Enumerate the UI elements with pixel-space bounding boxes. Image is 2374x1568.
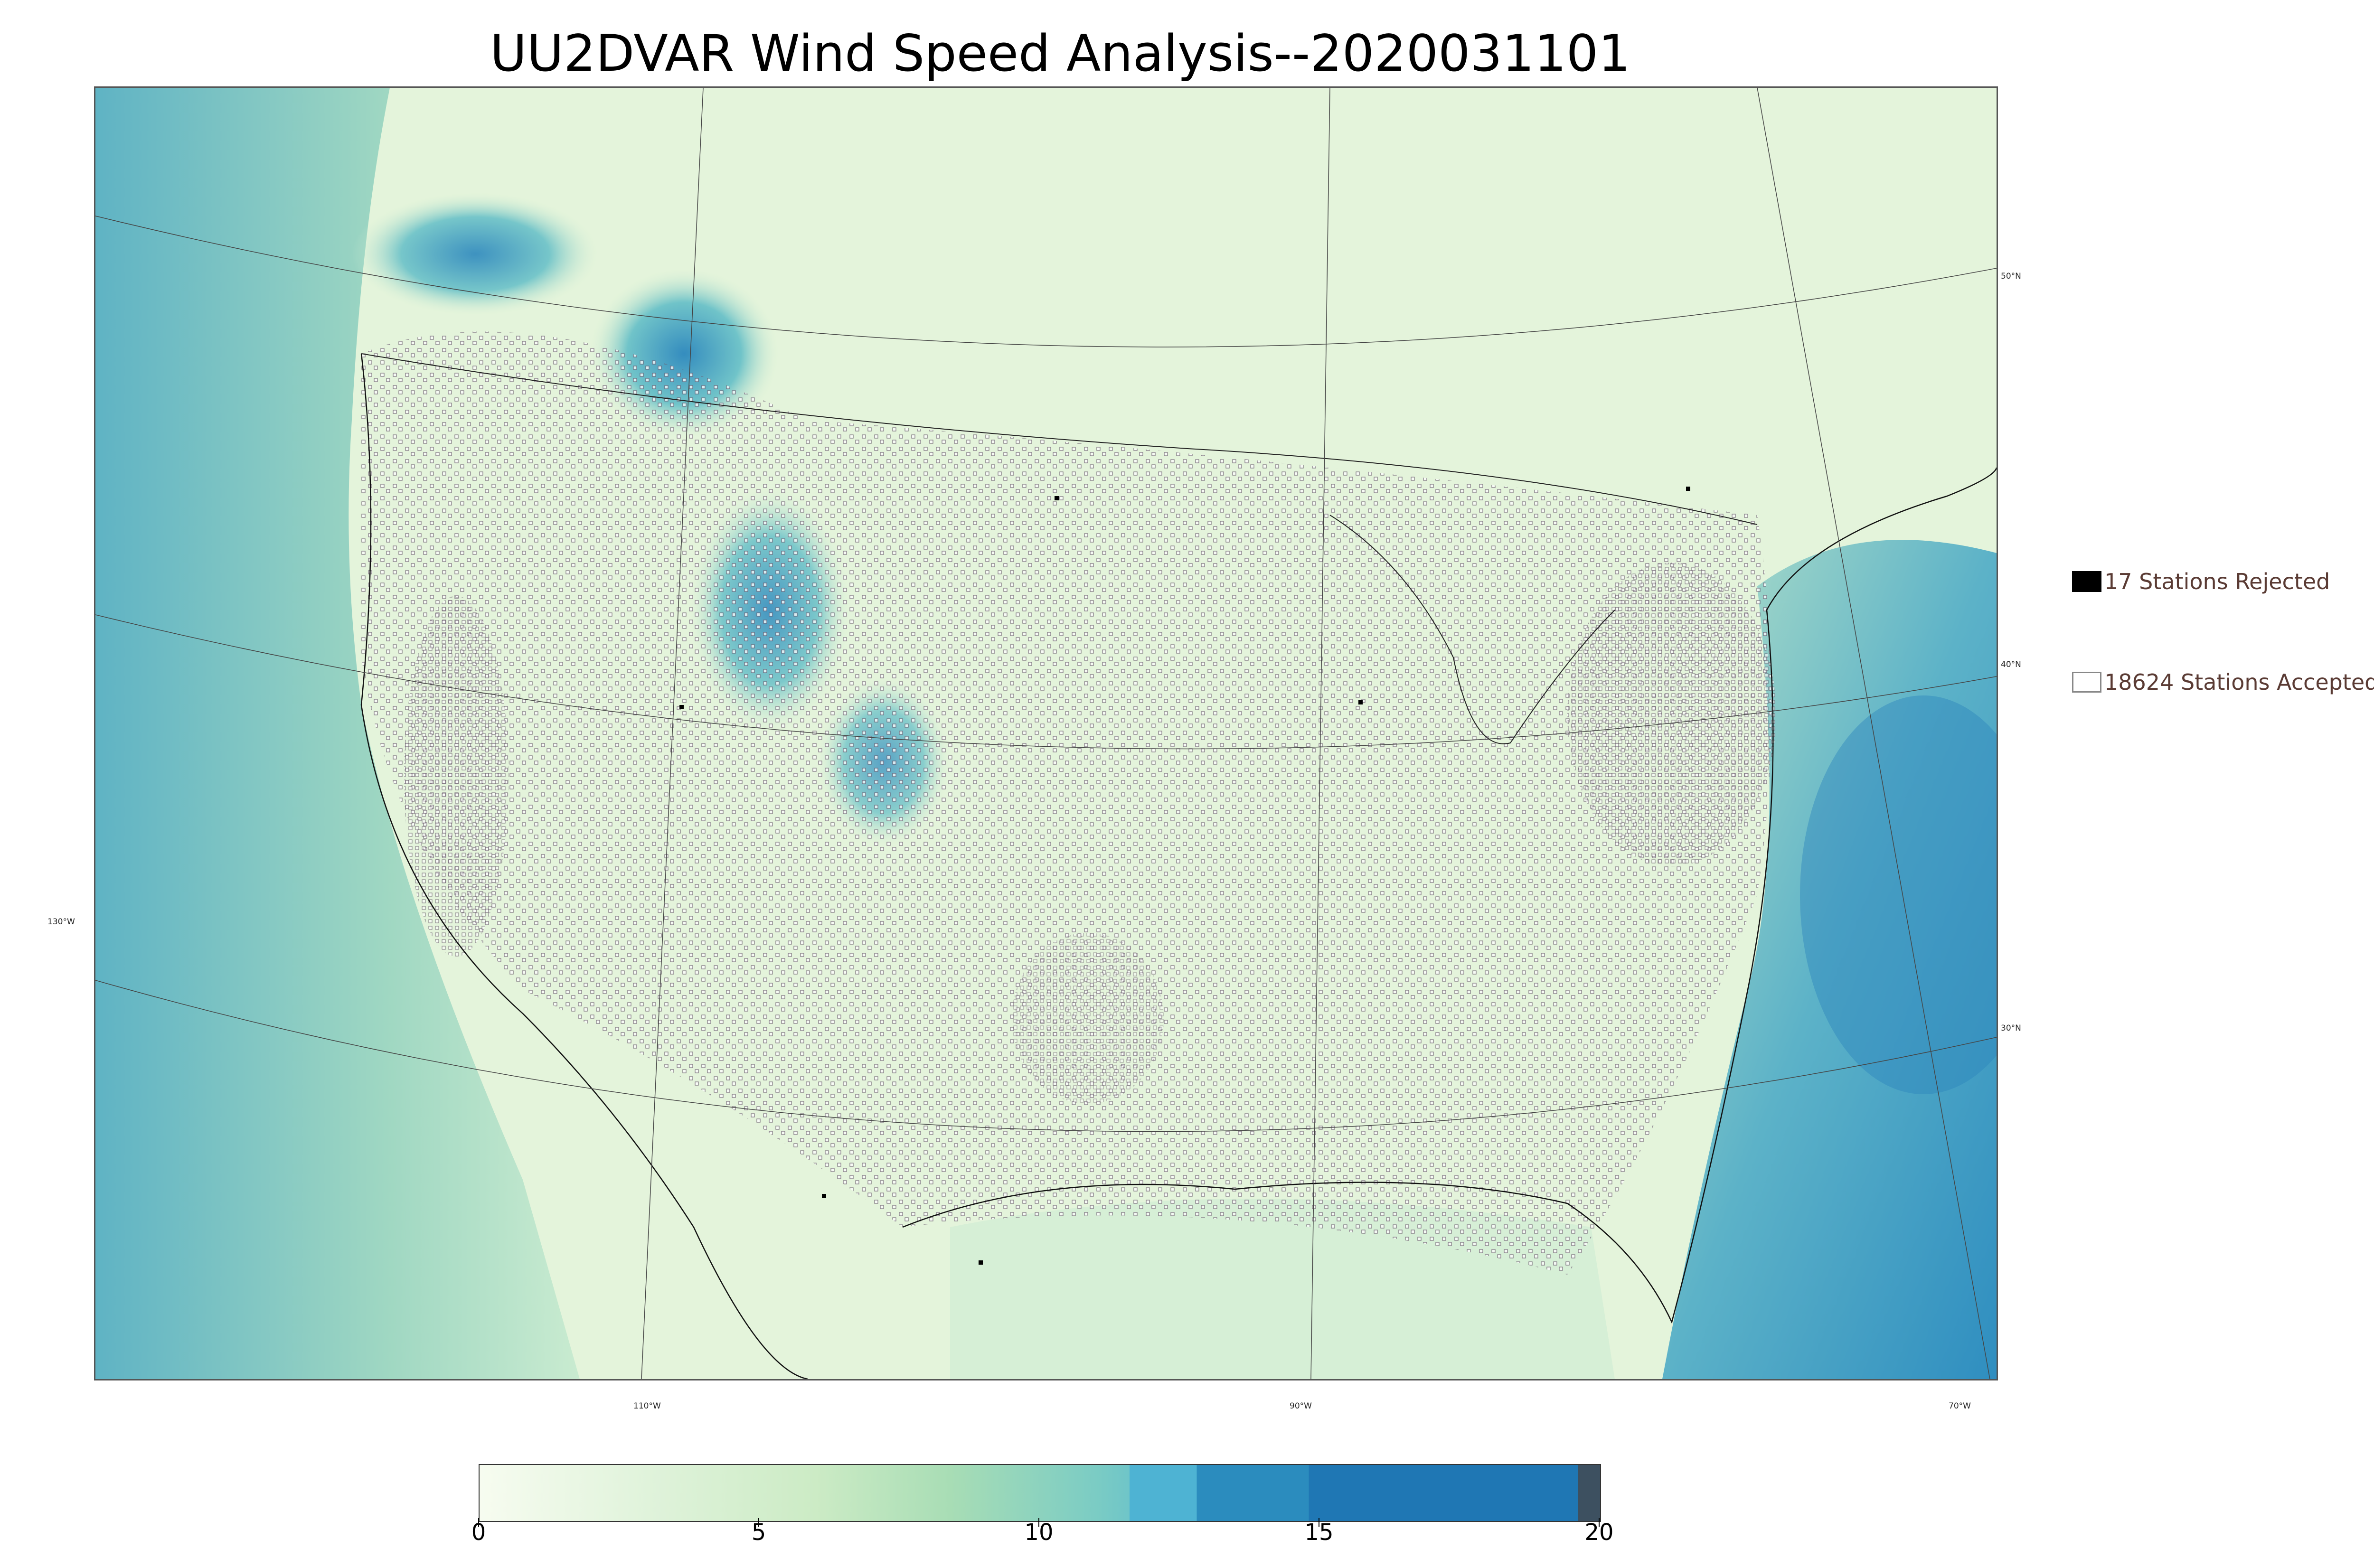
lat-label: 40°N <box>2001 660 2021 669</box>
colorbar-tick <box>478 1518 479 1527</box>
colorbar-tick-label: 5 <box>751 1519 766 1546</box>
legend-accepted: 18624 Stations Accepted <box>2072 669 2374 695</box>
station-cluster <box>404 596 509 957</box>
wind-speed-map <box>94 86 1998 1380</box>
graticule-line <box>95 980 1997 1132</box>
east-coastline <box>902 467 1997 1324</box>
graticule-line <box>641 88 704 1379</box>
colorbar-tick-label: 20 <box>1584 1519 1614 1546</box>
rejected-station <box>979 1260 983 1265</box>
rejected-station <box>1358 700 1363 704</box>
rejected-station <box>822 1194 826 1198</box>
high-wind-zone <box>352 192 599 316</box>
atlantic-ocean <box>1662 540 1997 1379</box>
rejected-station <box>679 705 684 709</box>
canada-border <box>361 353 1758 525</box>
rejected-swatch <box>2072 571 2101 592</box>
lat-label: 30°N <box>2001 1023 2021 1033</box>
accepted-swatch <box>2072 672 2101 693</box>
west-coastline <box>360 353 808 1379</box>
rejected-station <box>1686 487 1690 491</box>
colorbar-tick-label: 10 <box>1024 1519 1054 1546</box>
station-cluster <box>1012 933 1164 1104</box>
legend-rejected: 17 Stations Rejected <box>2072 569 2330 594</box>
pacific-ocean <box>95 88 580 1379</box>
graticule-line <box>1757 88 1990 1379</box>
station-cluster <box>1567 563 1776 866</box>
legend-accepted-label: 18624 Stations Accepted <box>2104 669 2374 695</box>
lon-label: 130°W <box>47 917 75 927</box>
colorbar-tick-label: 15 <box>1304 1519 1334 1546</box>
colorbar-tick <box>1599 1518 1600 1527</box>
map-canvas <box>95 88 1997 1379</box>
lon-label: 90°W <box>1290 1401 1312 1411</box>
graticule-line <box>1310 88 1330 1379</box>
colorbar-tick-label: 0 <box>471 1519 486 1546</box>
lat-label: 50°N <box>2001 272 2021 281</box>
legend-rejected-label: 17 Stations Rejected <box>2104 569 2330 594</box>
colorbar-tick <box>758 1518 759 1527</box>
great-lakes-outline <box>1329 515 1615 744</box>
rejected-station <box>1055 496 1059 500</box>
high-wind-zone <box>1800 695 1997 1094</box>
lon-label: 70°W <box>1949 1401 1971 1411</box>
map-title: UU2DVAR Wind Speed Analysis--2020031101 <box>490 24 1630 83</box>
graticule-line <box>95 216 1997 347</box>
graticule-line <box>95 614 1997 750</box>
colorbar-tick <box>1038 1518 1039 1527</box>
station-markers <box>361 331 1771 1275</box>
colorbar <box>479 1464 1601 1522</box>
lon-label: 110°W <box>633 1401 661 1411</box>
